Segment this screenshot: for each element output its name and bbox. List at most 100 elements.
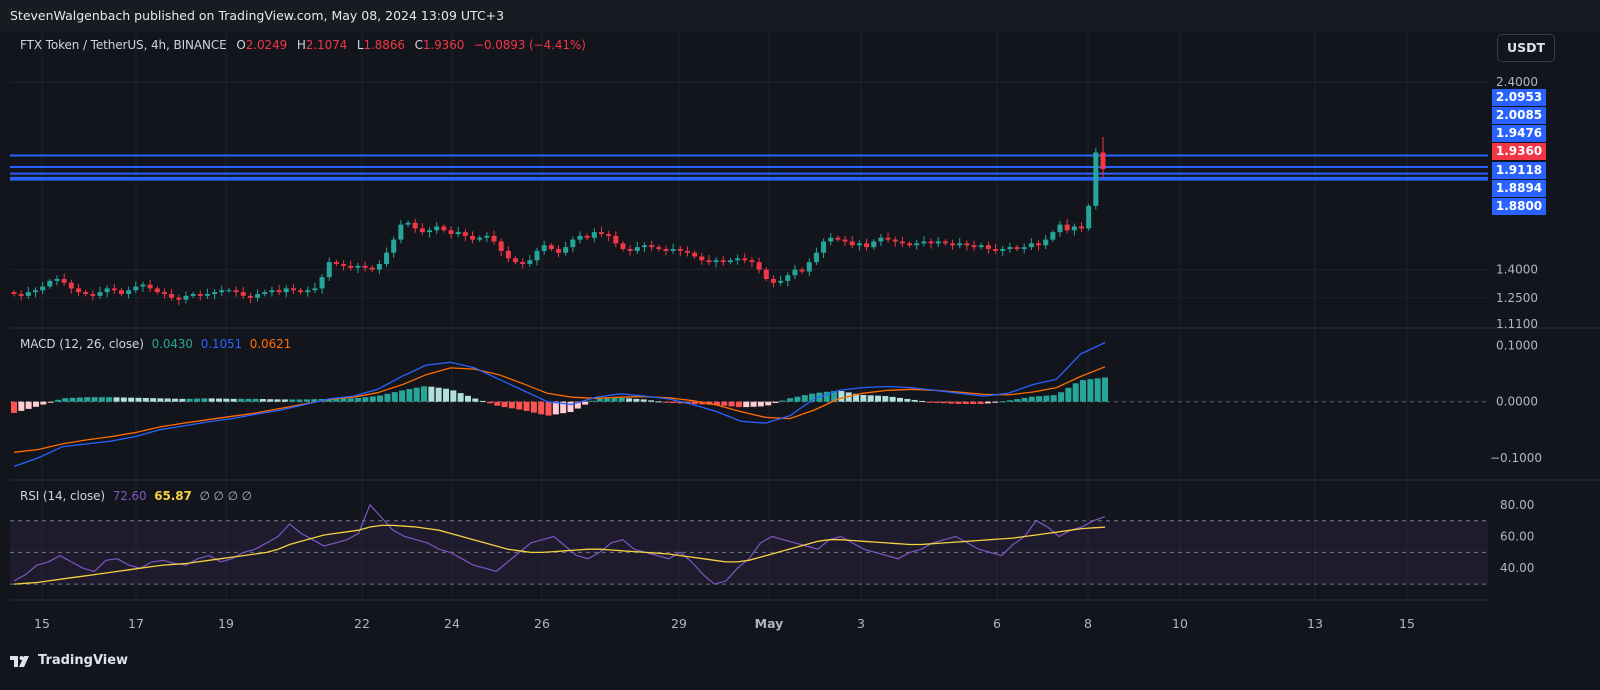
candle-body — [477, 237, 483, 240]
symbol-legend: FTX Token / TetherUS, 4h, BINANCE O2.024… — [20, 38, 586, 52]
macd-histogram-bar — [230, 398, 237, 402]
candle-body — [742, 258, 748, 261]
macd-histogram-bar — [25, 401, 32, 409]
candle-body — [641, 245, 647, 248]
candle-body — [61, 279, 67, 283]
macd-histogram-bar — [926, 401, 933, 403]
change-value: −0.0893 (−4.41%) — [474, 38, 586, 52]
candle-body — [928, 241, 934, 244]
macd-histogram-bar — [435, 387, 442, 402]
tradingview-logo[interactable]: TradingView — [10, 653, 128, 668]
macd-histogram-bar — [530, 401, 537, 413]
candle-body — [505, 250, 511, 259]
candle-body — [548, 245, 554, 249]
candle-body — [126, 290, 132, 294]
chart-area[interactable]: 15 17 19 22 24 26 29 May 3 6 8 10 13 15 — [10, 32, 1488, 644]
macd-histogram-bar — [501, 401, 508, 408]
macd-histogram-bar — [545, 401, 552, 416]
symbol-name[interactable]: FTX Token / TetherUS, 4h, BINANCE — [20, 38, 227, 52]
candle-body — [405, 222, 411, 225]
candle-body — [1057, 224, 1063, 233]
macd-histogram-bar — [274, 399, 281, 402]
macd-histogram-bar — [875, 395, 882, 402]
macd-histogram-bar — [523, 401, 530, 411]
candle-body — [821, 241, 827, 253]
candle-body — [727, 260, 733, 263]
macd-histogram-bar — [106, 397, 113, 402]
macd-histogram-bar — [552, 401, 559, 415]
time-axis-label: 13 — [1307, 616, 1323, 631]
candle-body — [212, 292, 218, 294]
macd-histogram-bar — [1036, 396, 1043, 402]
macd-histogram-bar — [179, 398, 186, 402]
candle-body — [448, 230, 454, 234]
macd-histogram-bar — [516, 401, 523, 410]
candle-body — [68, 282, 74, 289]
price-axis-label: 2.4000 — [1496, 75, 1538, 89]
macd-signal-value: 0.0621 — [249, 337, 292, 351]
macd-histogram-bar — [508, 401, 515, 409]
candle-body — [183, 295, 189, 300]
time-axis-label: 22 — [354, 616, 370, 631]
macd-histogram-bar — [194, 398, 201, 402]
macd-histogram-bar — [860, 394, 867, 402]
macd-histogram-bar — [1058, 392, 1065, 402]
macd-histogram-bar — [76, 397, 83, 402]
macd-histogram-bar — [1006, 400, 1013, 402]
macd-histogram-bar — [464, 395, 471, 402]
macd-histogram-bar — [582, 401, 589, 405]
macd-histogram-bar — [626, 398, 633, 402]
candle-body — [806, 262, 812, 272]
macd-line-value: 0.1051 — [200, 337, 243, 351]
candle-body — [462, 232, 468, 236]
candle-body — [369, 267, 375, 270]
macd-histogram-bar — [669, 401, 676, 404]
candle-body — [735, 258, 741, 261]
macd-histogram-bar — [750, 401, 757, 407]
macd-histogram-bar — [713, 401, 720, 406]
macd-histogram-bar — [1072, 383, 1079, 402]
chart-canvas[interactable]: 15 17 19 22 24 26 29 May 3 6 8 10 13 15 — [10, 32, 1488, 644]
time-axis: 15 17 19 22 24 26 29 May 3 6 8 10 13 15 — [34, 616, 1415, 631]
macd-name[interactable]: MACD (12, 26, close) — [20, 337, 144, 351]
macd-histogram-bar — [340, 398, 347, 402]
macd-histogram-bar — [128, 397, 135, 402]
candle-body — [333, 262, 339, 264]
candle-body — [255, 294, 261, 298]
macd-histogram-bar — [237, 398, 244, 402]
time-axis-label: 19 — [218, 616, 234, 631]
candle-body — [427, 230, 433, 233]
candle-body — [720, 260, 726, 263]
candle-body — [692, 252, 698, 257]
macd-axis-label: 0.0000 — [1496, 395, 1538, 409]
macd-histogram-bar — [743, 401, 750, 408]
macd-histogram-bar — [560, 401, 567, 414]
macd-histogram-bar — [245, 398, 252, 402]
candle-body — [140, 284, 146, 287]
candle-body — [1043, 239, 1049, 246]
macd-histogram-bar — [1087, 379, 1094, 402]
macd-histogram-bar — [662, 401, 669, 403]
macd-histogram-bar — [69, 397, 76, 402]
candle-body — [677, 249, 683, 251]
candle-body — [169, 294, 175, 298]
candle-body — [348, 265, 354, 268]
candle-body — [856, 243, 862, 246]
candle-body — [663, 249, 669, 251]
macd-histogram-bar — [574, 401, 581, 409]
currency-button[interactable]: USDT — [1497, 34, 1555, 62]
price-axis-label: 1.2500 — [1496, 291, 1538, 305]
macd-histogram-bar — [443, 388, 450, 402]
candle-body — [598, 232, 604, 234]
candle-body — [627, 249, 633, 251]
macd-histogram-bar — [867, 395, 874, 402]
macd-histogram-bar — [772, 401, 779, 403]
rsi-name[interactable]: RSI (14, close) — [20, 489, 105, 503]
candle-body — [749, 260, 755, 263]
candle-body — [527, 260, 533, 264]
macd-histogram-bar — [640, 399, 647, 402]
rsi-legend: RSI (14, close) 72.60 65.87 ∅ ∅ ∅ ∅ — [20, 489, 252, 503]
time-axis-label: 15 — [1399, 616, 1415, 631]
candle-body — [649, 245, 655, 248]
macd-histogram-bar — [91, 397, 98, 402]
